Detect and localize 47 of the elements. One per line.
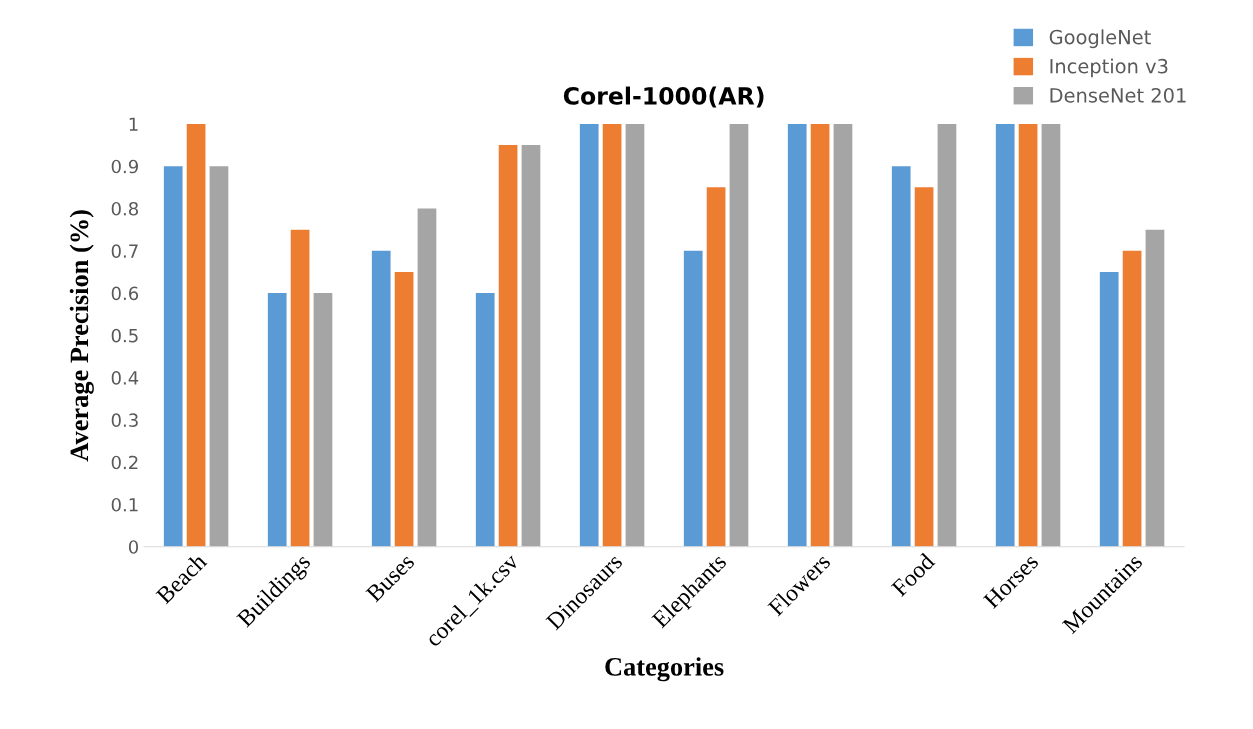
chart-title: Corel-1000(AR) (563, 86, 764, 108)
bar (1018, 123, 1038, 547)
bar (1041, 123, 1061, 547)
bar (833, 123, 853, 547)
bar (267, 293, 287, 547)
y-tick-label: 0.3 (111, 413, 138, 428)
bar (1145, 229, 1165, 547)
y-tick-label: 0.5 (111, 328, 138, 343)
bar (706, 187, 726, 547)
y-tick-label: 0.8 (111, 201, 138, 216)
bar (394, 271, 414, 547)
bar (625, 123, 645, 547)
bar (417, 208, 437, 547)
x-axis-title: Categories (605, 657, 724, 682)
y-tick-label: 0.1 (111, 497, 138, 512)
bar (729, 123, 749, 547)
bar (579, 123, 599, 547)
bar (371, 250, 391, 547)
bar (995, 123, 1015, 547)
bar (475, 293, 495, 547)
y-tick-label: 0.6 (111, 286, 139, 301)
bar (1122, 250, 1142, 547)
bar (914, 187, 934, 547)
bar (163, 166, 183, 547)
y-tick-label: 0.4 (111, 371, 139, 385)
bar (290, 229, 310, 547)
legend-label: Inception v3 (1050, 58, 1168, 78)
y-tick-label: 0 (128, 540, 139, 554)
y-tick-label: 0.2 (111, 455, 138, 470)
y-tick-label: 1 (129, 117, 138, 131)
y-tick-label: 0.7 (111, 244, 138, 258)
legend-label: GoogleNet (1049, 29, 1151, 49)
bar (683, 250, 703, 547)
bar (937, 123, 957, 547)
bar (891, 166, 911, 547)
y-tick-label: 0.9 (111, 159, 138, 174)
bar (498, 145, 518, 547)
bar (521, 145, 541, 547)
bar (810, 123, 830, 547)
bar (602, 123, 622, 547)
bar (209, 166, 229, 547)
legend-label: DenseNet 201 (1050, 87, 1186, 103)
y-axis-title: Average Precision (%) (69, 210, 94, 462)
bar (787, 123, 807, 547)
bar (186, 123, 206, 547)
bar (313, 293, 333, 547)
bar (1099, 271, 1119, 547)
